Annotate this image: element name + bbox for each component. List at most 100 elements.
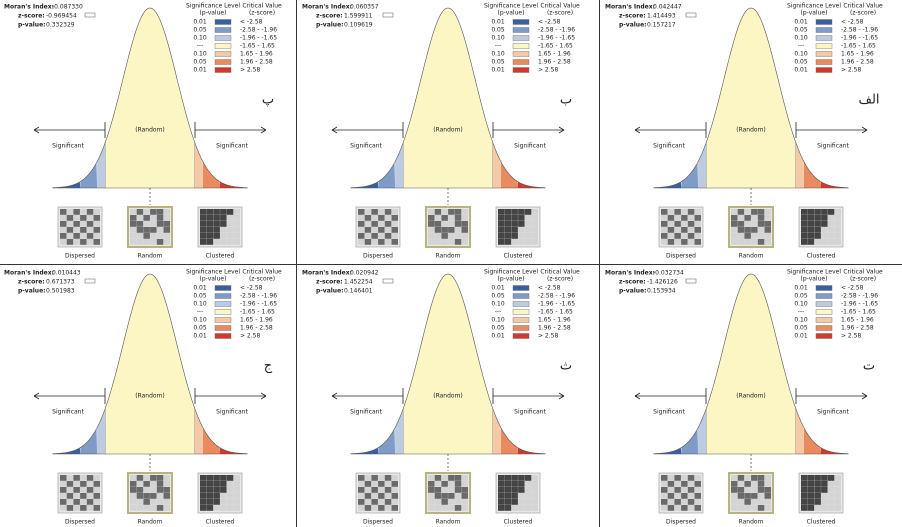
map-cell bbox=[226, 215, 234, 221]
map-cell bbox=[511, 481, 518, 487]
map-cell bbox=[674, 481, 681, 487]
map-cell bbox=[807, 227, 815, 233]
map-label: Dispersed bbox=[65, 253, 95, 260]
map-cell bbox=[220, 493, 227, 499]
legend-header: Critical Value bbox=[242, 269, 282, 276]
map-cell bbox=[213, 493, 220, 499]
random-label: (Random) bbox=[135, 127, 165, 134]
map-cell bbox=[667, 481, 675, 487]
map-cell bbox=[764, 481, 771, 487]
map-cell bbox=[391, 227, 398, 233]
legend-p: 0.05 bbox=[193, 59, 207, 66]
map-cell bbox=[200, 215, 207, 221]
map-cell bbox=[694, 215, 701, 221]
significant-label: Significant bbox=[216, 409, 248, 416]
curve-region bbox=[795, 407, 804, 454]
map-cell bbox=[461, 499, 468, 505]
legend-swatch bbox=[815, 59, 833, 65]
map-cell bbox=[213, 227, 220, 233]
random-label: (Random) bbox=[433, 127, 463, 134]
map-cell bbox=[434, 487, 442, 493]
map-cell bbox=[681, 215, 688, 221]
map-cell bbox=[233, 221, 240, 227]
map-cell bbox=[441, 209, 448, 215]
map-cell bbox=[378, 239, 385, 245]
legend-z: -1.96 - -1.65 bbox=[538, 301, 575, 308]
map-cell bbox=[744, 233, 751, 239]
map-cell bbox=[384, 239, 392, 245]
legend-swatch bbox=[815, 43, 833, 49]
stat-label: Moran's Index: bbox=[605, 270, 655, 277]
curve-region bbox=[492, 407, 501, 454]
map-cell bbox=[518, 215, 525, 221]
arrow-right bbox=[194, 122, 267, 138]
map-cell bbox=[150, 505, 157, 511]
map-cell bbox=[156, 493, 164, 499]
map-cell bbox=[130, 499, 137, 505]
map-cell bbox=[136, 239, 144, 245]
legend-z: -1.65 - 1.65 bbox=[538, 309, 573, 316]
legend-z: 1.65 - 1.96 bbox=[240, 51, 273, 58]
curve-region bbox=[105, 8, 195, 188]
map-cell bbox=[834, 487, 841, 493]
map-cell bbox=[737, 493, 745, 499]
map-cell bbox=[428, 487, 435, 493]
legend-z: < -2.58 bbox=[841, 19, 864, 26]
stat-label: p-value: bbox=[18, 288, 46, 295]
map-cell bbox=[744, 209, 751, 215]
legend-p: 0.05 bbox=[193, 293, 207, 300]
map-cell bbox=[233, 481, 240, 487]
map-cell bbox=[821, 487, 828, 493]
map-cell bbox=[511, 227, 518, 233]
map-cell bbox=[136, 487, 144, 493]
map-cell bbox=[834, 227, 841, 233]
map-cell bbox=[156, 481, 164, 487]
map-label: Clustered bbox=[206, 253, 235, 260]
map-cell bbox=[93, 227, 100, 233]
map-cell bbox=[213, 215, 220, 221]
legend-swatch bbox=[512, 301, 530, 307]
map-cell bbox=[681, 233, 688, 239]
map-cell bbox=[384, 481, 392, 487]
map-cell bbox=[384, 499, 392, 505]
stat-value: 1.599911 bbox=[344, 13, 373, 20]
arrow-left bbox=[331, 388, 404, 404]
map-cell bbox=[66, 221, 74, 227]
legend-z: 1.65 - 1.96 bbox=[841, 51, 874, 58]
map-cell bbox=[661, 209, 668, 215]
map-cell bbox=[73, 475, 80, 481]
stat-value: 0.671373 bbox=[46, 279, 75, 286]
map-cell bbox=[130, 215, 137, 221]
legend-header: (z-score) bbox=[547, 10, 573, 17]
map-label: Dispersed bbox=[363, 519, 393, 526]
legend-swatch bbox=[512, 285, 530, 291]
map-cell bbox=[358, 227, 365, 233]
stat-value: -0.969454 bbox=[46, 13, 77, 20]
legend-swatch bbox=[815, 51, 833, 57]
map-cell bbox=[827, 227, 835, 233]
map-cell bbox=[448, 481, 455, 487]
map-cell bbox=[518, 475, 525, 481]
map-cell bbox=[66, 233, 74, 239]
legend-z: 1.65 - 1.96 bbox=[841, 317, 874, 324]
map-label: Dispersed bbox=[666, 519, 696, 526]
arrow-right bbox=[795, 122, 868, 138]
map-cell bbox=[751, 221, 758, 227]
map-cell bbox=[384, 221, 392, 227]
map-cell bbox=[371, 487, 378, 493]
legend-swatch bbox=[214, 317, 232, 323]
map-cell bbox=[66, 239, 74, 245]
curve-region bbox=[706, 8, 796, 188]
arrow-left bbox=[33, 122, 106, 138]
map-cell bbox=[524, 481, 532, 487]
stat-label: p-value: bbox=[18, 22, 46, 29]
map-label: Dispersed bbox=[363, 253, 393, 260]
map-cell bbox=[143, 233, 150, 239]
map-thumbnail bbox=[798, 206, 844, 248]
map-cell bbox=[80, 487, 87, 493]
map-cell bbox=[213, 209, 220, 215]
map-cell bbox=[143, 239, 150, 245]
map-cell bbox=[434, 499, 442, 505]
map-cell bbox=[524, 209, 532, 215]
map-cell bbox=[143, 475, 150, 481]
